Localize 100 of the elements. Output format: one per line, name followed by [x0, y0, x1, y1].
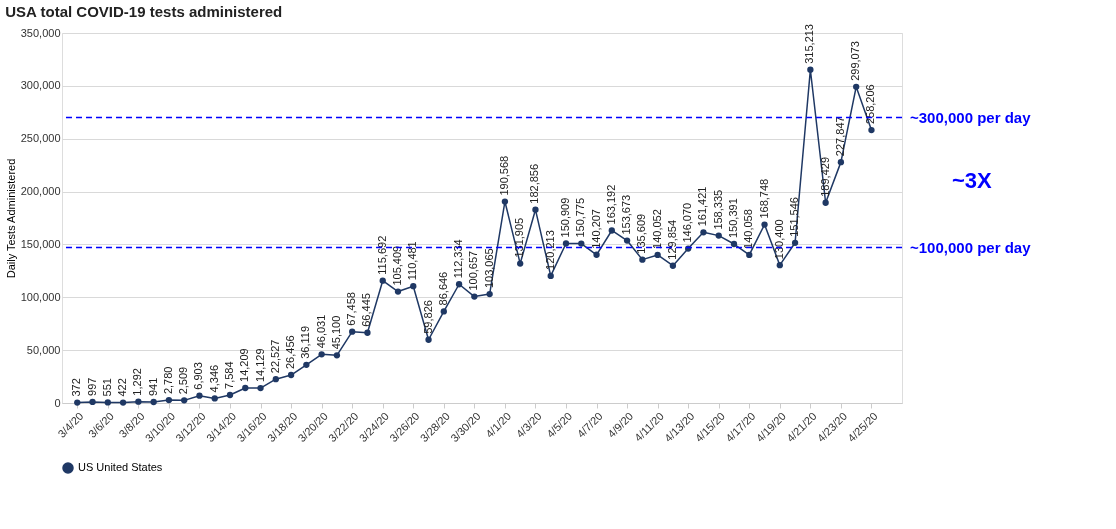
data-label: 130,400 — [772, 219, 785, 260]
data-label: 151,546 — [788, 197, 801, 237]
data-label: 110,481 — [406, 241, 419, 281]
data-label: 158,335 — [711, 189, 724, 230]
point — [226, 391, 234, 399]
data-label: 299,073 — [849, 41, 862, 81]
data-label: 6,903 — [192, 362, 205, 390]
point — [578, 240, 585, 247]
data-label: 4,346 — [207, 364, 220, 393]
point — [822, 199, 829, 206]
point — [669, 262, 677, 269]
data-label: 86,646 — [436, 271, 449, 306]
data-label: 67,458 — [345, 292, 358, 326]
data-label: 150,775 — [574, 197, 587, 238]
point — [746, 251, 753, 259]
data-label: 45,100 — [329, 315, 342, 350]
point — [517, 260, 524, 267]
point — [150, 398, 157, 406]
point — [547, 272, 554, 280]
point — [791, 239, 799, 246]
data-label: 258,206 — [864, 84, 877, 125]
data-label: 372 — [70, 378, 83, 397]
point — [379, 277, 386, 284]
data-label: 112,334 — [452, 239, 465, 279]
data-label: 129,854 — [665, 219, 678, 260]
data-label: 140,058 — [742, 209, 755, 249]
data-label: 168,748 — [757, 178, 770, 219]
ref-line-label: ~300,000 per day — [910, 108, 1032, 126]
point — [318, 351, 325, 358]
chart-title: USA total COVID-19 tests administered — [5, 3, 283, 21]
point — [440, 308, 447, 315]
legend-label: US United States — [78, 461, 163, 473]
data-label: 115,692 — [375, 235, 388, 275]
point — [761, 221, 768, 228]
point — [486, 290, 493, 298]
point — [181, 397, 188, 404]
y-tick-label: 350,000 — [20, 26, 61, 39]
data-label: 422 — [116, 378, 129, 397]
point — [394, 288, 402, 295]
point — [74, 399, 81, 406]
data-label: 941 — [146, 377, 159, 397]
point — [853, 83, 860, 90]
data-label: 100,657 — [467, 250, 480, 291]
data-label: 190,568 — [497, 155, 510, 196]
data-label: 135,609 — [635, 213, 648, 254]
point — [471, 293, 478, 300]
point — [562, 240, 570, 247]
data-label: 66,445 — [360, 293, 373, 327]
point — [333, 352, 341, 359]
point — [593, 251, 600, 258]
point — [868, 126, 875, 134]
data-label: 36,119 — [299, 325, 312, 359]
point — [196, 392, 203, 399]
data-label: 131,905 — [513, 217, 526, 258]
data-label: 227,847 — [833, 116, 846, 157]
data-label: 163,192 — [604, 184, 617, 225]
data-label: 59,826 — [421, 300, 434, 334]
point — [410, 283, 417, 290]
point — [807, 66, 814, 73]
data-label: 26,456 — [284, 335, 297, 370]
data-label: 140,052 — [650, 209, 663, 249]
data-label: 153,673 — [620, 194, 633, 235]
point — [135, 398, 142, 405]
y-tick-label: 100,000 — [20, 290, 61, 303]
data-label: 146,070 — [681, 202, 694, 243]
point — [608, 227, 615, 234]
data-label: 140,207 — [589, 209, 602, 249]
data-label: 103,065 — [482, 248, 495, 289]
data-label: 997 — [85, 377, 98, 396]
y-tick-label: 150,000 — [20, 237, 61, 250]
data-label: 551 — [100, 378, 113, 397]
data-label: 150,909 — [559, 197, 571, 238]
data-label: 2,780 — [161, 366, 174, 395]
point — [837, 158, 845, 166]
data-label: 315,213 — [803, 24, 816, 64]
point — [364, 329, 371, 336]
point — [89, 398, 96, 406]
point — [425, 336, 432, 343]
point — [623, 237, 631, 244]
point — [730, 240, 738, 248]
point — [455, 281, 463, 288]
y-tick-label: 50,000 — [26, 343, 61, 356]
y-tick-label: 250,000 — [20, 132, 61, 145]
point — [104, 399, 111, 406]
ref-line-label: ~100,000 per day — [910, 238, 1032, 256]
point — [349, 328, 356, 335]
point — [119, 399, 127, 406]
y-tick-label: 300,000 — [20, 79, 61, 92]
point — [287, 371, 295, 379]
data-label: 150,391 — [727, 198, 739, 239]
data-label: 182,856 — [528, 163, 541, 204]
point — [242, 384, 249, 392]
y-tick-label: 200,000 — [20, 185, 61, 198]
point — [165, 396, 173, 404]
data-label: 1,292 — [131, 368, 144, 396]
text: ~3X — [952, 168, 993, 193]
point — [715, 232, 722, 239]
point — [532, 206, 539, 213]
point — [257, 384, 264, 392]
y-axis-title: Daily Tests Administered — [4, 158, 17, 279]
